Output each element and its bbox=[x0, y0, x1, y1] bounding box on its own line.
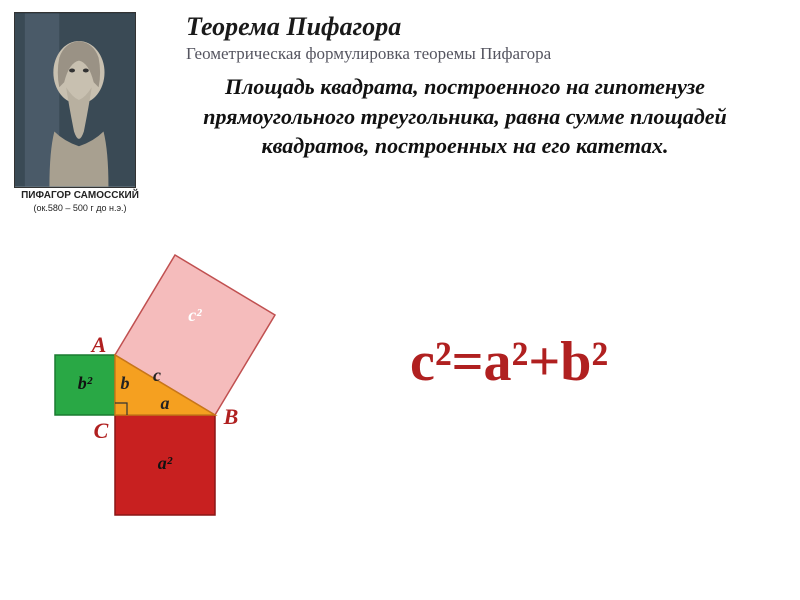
page-subtitle: Геометрическая формулировка теоремы Пифа… bbox=[186, 44, 551, 64]
label-b2: b² bbox=[78, 373, 93, 393]
formula: c²=a²+b² bbox=[410, 330, 608, 394]
page-title: Теорема Пифагора bbox=[186, 12, 401, 42]
theorem-statement: Площадь квадрата, построенного на гипоте… bbox=[170, 72, 760, 161]
caption-name: ПИФАГОР САМОССКИЙ bbox=[10, 190, 150, 203]
side-a: a bbox=[161, 393, 170, 413]
label-c2: с² bbox=[188, 305, 202, 325]
vertex-B: B bbox=[223, 404, 239, 429]
side-c: c bbox=[153, 365, 161, 385]
vertex-C: C bbox=[94, 418, 109, 443]
vertex-A: A bbox=[90, 332, 107, 357]
side-b: b bbox=[121, 373, 130, 393]
pythagoras-portrait bbox=[14, 12, 136, 188]
label-a2: а² bbox=[158, 453, 173, 473]
formula-text: c²=a²+b² bbox=[410, 331, 608, 393]
caption-dates: (ок.580 – 500 г до н.э.) bbox=[10, 203, 150, 214]
diagram-svg: а² b² с² a b c A B C bbox=[20, 240, 350, 580]
portrait-svg bbox=[15, 13, 135, 187]
portrait-caption: ПИФАГОР САМОССКИЙ (ок.580 – 500 г до н.э… bbox=[10, 190, 150, 214]
pythagoras-diagram: а² b² с² a b c A B C bbox=[20, 240, 350, 580]
